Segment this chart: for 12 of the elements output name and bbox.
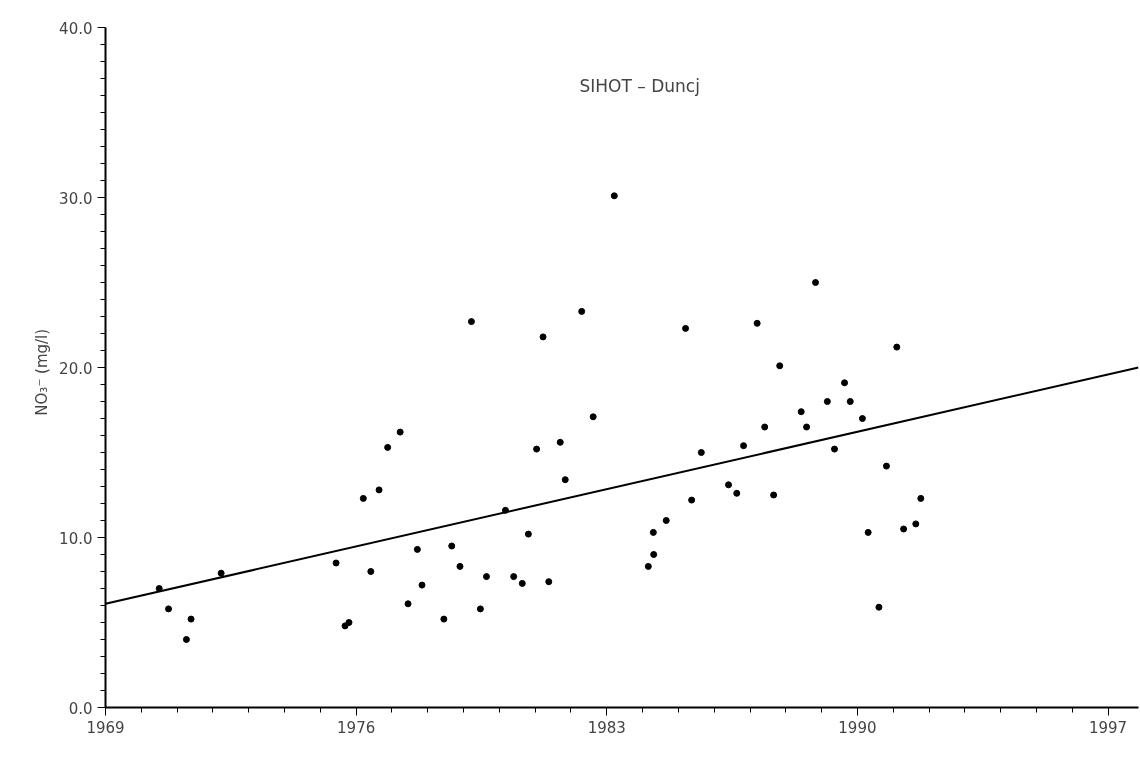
x-tick-label: 1976 (337, 718, 376, 737)
annotation: SIHOT – Duncj (579, 75, 700, 96)
y-tick-label: 20.0 (59, 359, 93, 378)
y-tick-label: 30.0 (59, 189, 93, 208)
x-tick-label: 1969 (86, 718, 125, 737)
y-tick-label: 10.0 (59, 529, 93, 548)
x-tick-label: 1990 (838, 718, 877, 737)
x-tick-label: 1997 (1088, 718, 1128, 737)
y-tick-label: 40.0 (59, 19, 93, 38)
y-axis-title: NO₃⁻ (mg/l) (33, 328, 52, 416)
x-tick-label: 1983 (587, 718, 626, 737)
y-tick-label: 0.0 (68, 699, 93, 718)
